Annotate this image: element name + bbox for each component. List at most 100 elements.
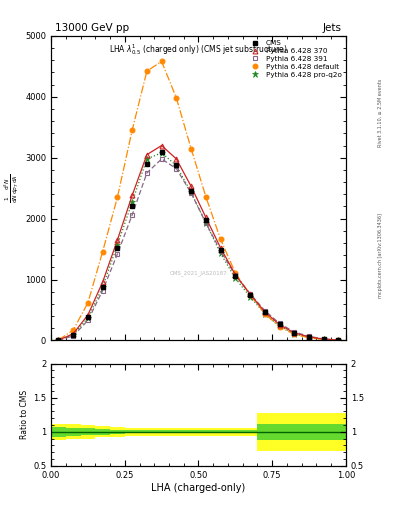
Pythia 6.428 pro-q2o [248,293,252,300]
Line: Pythia 6.428 370: Pythia 6.428 370 [56,143,341,343]
Pythia 6.428 391 [248,290,252,296]
CMS [189,187,193,194]
Pythia 6.428 default [248,292,252,298]
Pythia 6.428 391 [321,336,326,342]
Pythia 6.428 370 [86,312,90,318]
Pythia 6.428 default [307,335,311,341]
Pythia 6.428 391 [336,337,341,343]
Line: Pythia 6.428 default: Pythia 6.428 default [56,59,341,343]
Pythia 6.428 default [204,194,208,200]
Pythia 6.428 default [100,248,105,254]
Pythia 6.428 370 [130,193,134,199]
CMS [145,161,149,167]
Pythia 6.428 370 [100,279,105,285]
Pythia 6.428 370 [336,337,341,343]
Pythia 6.428 370 [248,291,252,297]
Pythia 6.428 pro-q2o [307,334,311,340]
Pythia 6.428 pro-q2o [336,337,341,343]
Y-axis label: Ratio to CMS: Ratio to CMS [20,390,29,439]
CMS [204,217,208,223]
Pythia 6.428 391 [174,165,179,172]
Pythia 6.428 default [218,236,223,242]
Pythia 6.428 pro-q2o [321,336,326,343]
Pythia 6.428 391 [307,333,311,339]
Pythia 6.428 pro-q2o [218,250,223,257]
Pythia 6.428 pro-q2o [115,242,120,248]
Pythia 6.428 default [292,331,297,337]
Pythia 6.428 default [130,127,134,133]
Pythia 6.428 default [263,311,267,317]
CMS [86,314,90,321]
CMS [292,330,297,336]
CMS [263,309,267,315]
Pythia 6.428 pro-q2o [204,220,208,226]
Pythia 6.428 391 [189,190,193,196]
Pythia 6.428 default [86,300,90,306]
Pythia 6.428 default [277,324,282,330]
Pythia 6.428 default [189,145,193,152]
Pythia 6.428 pro-q2o [56,337,61,343]
Pythia 6.428 default [56,337,61,343]
Text: mcplots.cern.ch [arXiv:1306.3436]: mcplots.cern.ch [arXiv:1306.3436] [378,214,383,298]
Pythia 6.428 pro-q2o [233,275,238,282]
Pythia 6.428 391 [100,287,105,293]
Pythia 6.428 default [321,336,326,343]
Pythia 6.428 370 [277,322,282,328]
Pythia 6.428 370 [115,237,120,243]
Pythia 6.428 391 [159,156,164,162]
CMS [174,162,179,168]
Pythia 6.428 370 [174,156,179,162]
Pythia 6.428 pro-q2o [130,199,134,205]
Pythia 6.428 391 [115,251,120,257]
Pythia 6.428 370 [189,183,193,189]
CMS [56,337,61,343]
Pythia 6.428 default [145,68,149,74]
Text: Jets: Jets [323,23,342,33]
CMS [115,245,120,251]
Pythia 6.428 391 [130,212,134,218]
Text: CMS_2021_JAS20187: CMS_2021_JAS20187 [170,271,227,276]
Pythia 6.428 pro-q2o [292,331,297,337]
Pythia 6.428 391 [277,321,282,327]
CMS [100,284,105,290]
CMS [159,148,164,155]
Pythia 6.428 default [233,270,238,276]
Pythia 6.428 391 [292,329,297,335]
Pythia 6.428 default [159,58,164,65]
Text: 13000 GeV pp: 13000 GeV pp [55,23,129,33]
Pythia 6.428 370 [233,271,238,278]
Pythia 6.428 pro-q2o [277,323,282,329]
Pythia 6.428 pro-q2o [86,315,90,321]
Legend: CMS, Pythia 6.428 370, Pythia 6.428 391, Pythia 6.428 default, Pythia 6.428 pro-: CMS, Pythia 6.428 370, Pythia 6.428 391,… [244,37,344,80]
Pythia 6.428 pro-q2o [159,150,164,156]
CMS [277,321,282,327]
Pythia 6.428 391 [56,337,61,343]
Pythia 6.428 370 [292,330,297,336]
Pythia 6.428 pro-q2o [71,332,75,338]
Pythia 6.428 pro-q2o [189,189,193,196]
Pythia 6.428 391 [218,248,223,254]
CMS [218,247,223,253]
Pythia 6.428 370 [204,215,208,221]
Pythia 6.428 370 [159,142,164,148]
Pythia 6.428 370 [145,152,149,158]
Pythia 6.428 391 [86,317,90,324]
Line: Pythia 6.428 391: Pythia 6.428 391 [56,157,341,343]
Pythia 6.428 pro-q2o [100,284,105,290]
CMS [130,203,134,209]
Pythia 6.428 pro-q2o [174,162,179,168]
CMS [248,292,252,298]
Text: LHA $\lambda^{1}_{0.5}$ (charged only) (CMS jet substructure): LHA $\lambda^{1}_{0.5}$ (charged only) (… [109,42,288,57]
Pythia 6.428 370 [321,336,326,342]
Pythia 6.428 391 [71,333,75,339]
Line: Pythia 6.428 pro-q2o: Pythia 6.428 pro-q2o [55,150,342,344]
CMS [307,333,311,339]
CMS [336,337,341,343]
Pythia 6.428 391 [263,308,267,314]
X-axis label: LHA (charged-only): LHA (charged-only) [151,482,246,493]
Pythia 6.428 391 [204,220,208,226]
CMS [71,332,75,338]
Pythia 6.428 391 [145,170,149,176]
Pythia 6.428 370 [71,331,75,337]
Pythia 6.428 default [174,95,179,101]
